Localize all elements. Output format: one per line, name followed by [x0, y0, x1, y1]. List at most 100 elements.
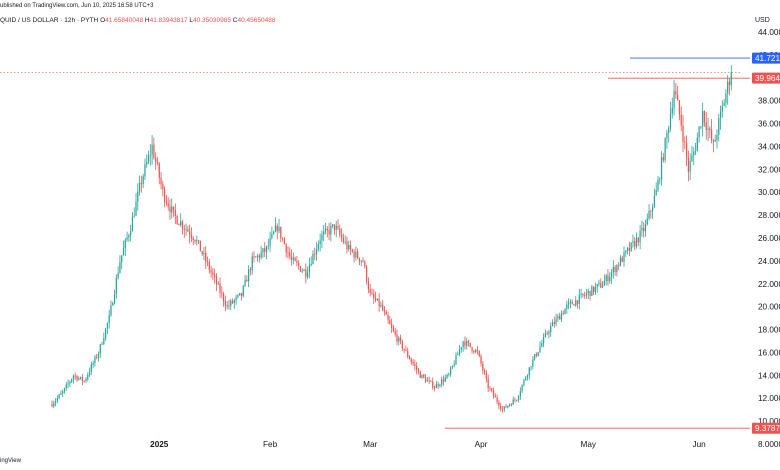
candle-body — [471, 346, 473, 351]
candle-body — [553, 322, 555, 324]
candle-body — [716, 134, 718, 141]
candle-body — [559, 316, 561, 320]
candle-body — [537, 352, 539, 356]
candle-body — [532, 359, 534, 367]
candle-body — [587, 291, 589, 294]
candle-body — [576, 300, 579, 304]
candle-body — [138, 182, 141, 192]
candle-body — [396, 334, 398, 342]
candle-body — [575, 300, 577, 306]
candle-body — [121, 255, 123, 263]
candle-body — [355, 251, 357, 258]
candle-body — [662, 157, 664, 161]
candle-body — [507, 405, 509, 408]
candle-body — [99, 344, 101, 354]
x-axis: 2025 Feb Mar Apr May Jun — [150, 440, 706, 449]
candle-body — [660, 157, 663, 180]
candle-body — [668, 128, 670, 134]
candle-body — [585, 293, 588, 296]
candle-body — [714, 140, 716, 142]
candle-body — [212, 272, 214, 275]
candle-body — [578, 294, 580, 304]
candle-body — [541, 343, 543, 347]
candle-body — [603, 280, 605, 286]
candle-body — [203, 252, 205, 255]
candle-body — [450, 368, 452, 375]
candle-body — [369, 289, 371, 294]
y-tick-label: 10.0000 — [758, 417, 780, 426]
candle-body — [721, 105, 723, 112]
y-tick-label: 24.0000 — [758, 257, 780, 266]
candle-body — [458, 349, 461, 355]
y-tick-label: 28.0000 — [758, 211, 780, 220]
candle-body — [217, 283, 219, 285]
candle-body — [312, 253, 314, 265]
candle-body — [314, 253, 316, 255]
candle-body — [294, 257, 296, 261]
candle-body — [337, 226, 339, 229]
candle-body — [594, 286, 597, 292]
candle-body — [416, 366, 418, 370]
y-tick-label: 32.0000 — [758, 165, 780, 174]
candle-body — [671, 107, 673, 114]
candle-body — [385, 311, 387, 315]
candle-body — [707, 128, 709, 130]
candle-body — [560, 313, 563, 320]
candle-body — [566, 304, 568, 309]
candle-body — [632, 241, 634, 243]
y-tick-label: 20.0000 — [758, 303, 780, 312]
candle-body — [128, 235, 130, 238]
footer-brand: ingView — [0, 458, 21, 464]
y-axis-unit-label: USD — [755, 17, 770, 24]
candle-body — [619, 257, 622, 266]
candle-body — [78, 378, 80, 380]
candles — [51, 64, 732, 413]
candle-body — [94, 356, 96, 364]
candle-body — [201, 251, 203, 255]
candle-body — [424, 377, 427, 382]
candle-body — [551, 322, 554, 327]
candle-body — [233, 300, 235, 303]
candle-body — [124, 239, 126, 249]
y-tick-label: 26.0000 — [758, 234, 780, 243]
candle-body — [81, 376, 84, 381]
candle-body — [582, 293, 584, 296]
price-tag-label: 41.7211 — [755, 54, 780, 63]
candle-body — [371, 293, 373, 295]
candle-body — [446, 374, 448, 378]
candle-body — [623, 252, 625, 262]
high-label: H — [144, 17, 150, 24]
candle-body — [303, 269, 305, 271]
candle-body — [256, 255, 259, 258]
candle-body — [155, 158, 157, 162]
y-tick-label: 16.0000 — [758, 348, 780, 357]
y-tick-label: 44.0000 — [758, 28, 780, 37]
price-tag — [752, 72, 780, 84]
candle-body — [67, 383, 69, 385]
candle-body — [197, 240, 200, 242]
close-value: 40.45650488 — [237, 17, 276, 24]
candle-body — [501, 409, 504, 410]
candle-body — [178, 224, 180, 226]
candle-body — [546, 333, 548, 335]
x-tick-label: Jun — [692, 440, 706, 449]
candle-body — [643, 227, 645, 232]
candle-body — [605, 275, 607, 281]
candle-body — [321, 234, 323, 241]
candle-body — [305, 269, 307, 277]
candle-body — [648, 210, 650, 219]
candle-body — [142, 176, 144, 184]
candle-body — [421, 374, 423, 378]
candle-body — [530, 366, 532, 368]
candle-body — [158, 163, 160, 178]
candle-body — [137, 191, 139, 202]
candle-body — [630, 242, 632, 251]
candle-body — [226, 305, 228, 307]
candle-body — [517, 396, 520, 400]
candle-body — [323, 231, 325, 235]
candle-body — [399, 337, 402, 341]
candle-body — [333, 224, 336, 230]
candle-body — [573, 304, 575, 306]
candle-body — [571, 301, 573, 305]
